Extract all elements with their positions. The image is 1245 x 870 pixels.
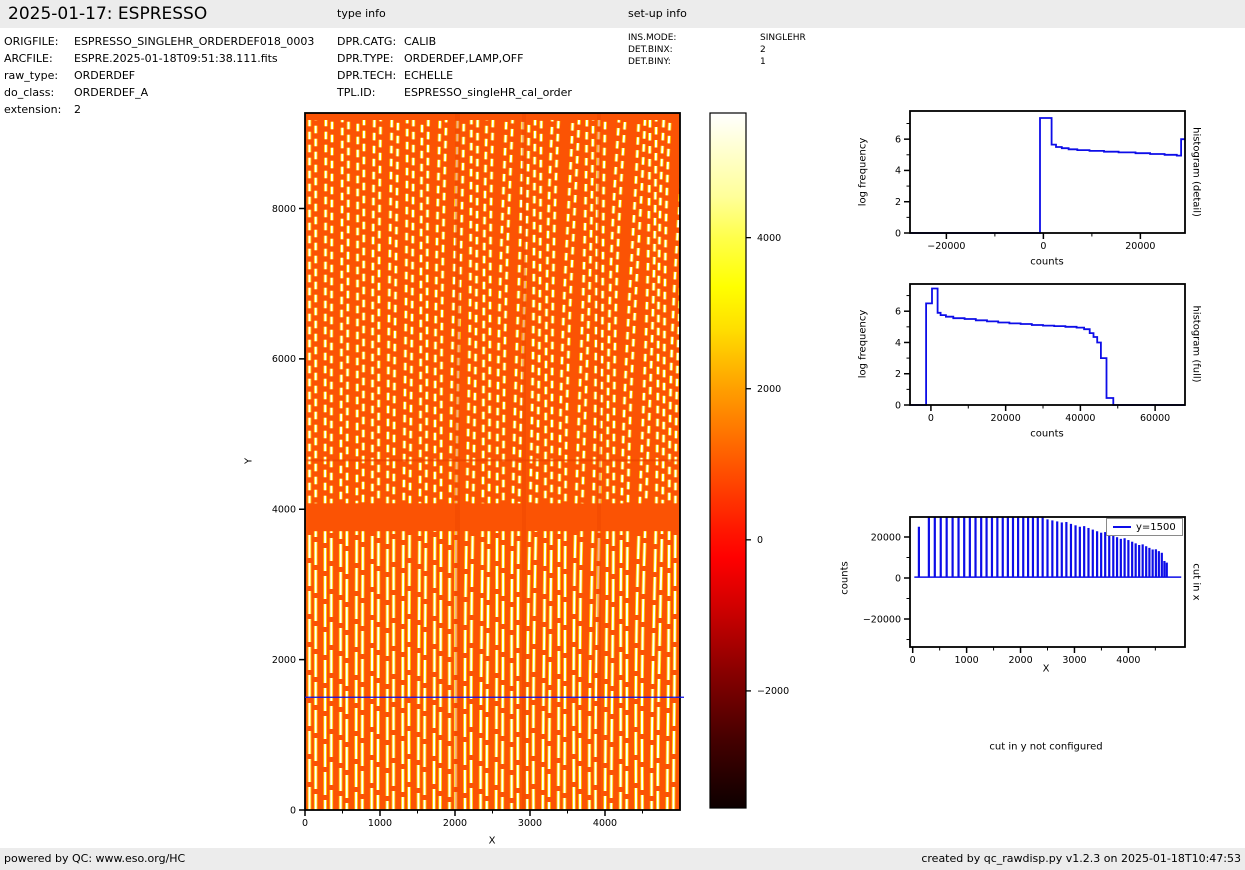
svg-text:6: 6 xyxy=(895,134,901,145)
svg-text:−20000: −20000 xyxy=(927,241,965,252)
svg-text:2000: 2000 xyxy=(272,655,296,666)
svg-text:20000: 20000 xyxy=(991,413,1021,424)
header-bar xyxy=(0,0,1245,28)
detbiny-label: DET.BINY: xyxy=(628,57,671,67)
detbiny-value: 1 xyxy=(760,57,766,67)
svg-text:−2000: −2000 xyxy=(757,686,789,697)
histogram-detail-right-label: histogram (detail) xyxy=(1190,127,1202,217)
histogram-full-right-label: histogram (full) xyxy=(1190,305,1202,383)
svg-text:4000: 4000 xyxy=(272,505,296,516)
svg-text:3000: 3000 xyxy=(518,818,542,829)
svg-text:0: 0 xyxy=(302,818,308,829)
svg-text:4: 4 xyxy=(895,338,901,349)
rawtype-label: raw_type: xyxy=(4,69,59,82)
histogram-detail-ylabel: log frequency xyxy=(857,137,869,207)
cut-in-y-message: cut in y not configured xyxy=(989,741,1103,753)
svg-text:60000: 60000 xyxy=(1140,413,1170,424)
dprtech-label: DPR.TECH: xyxy=(337,69,397,82)
dprtech-value: ECHELLE xyxy=(404,69,454,82)
origfile-value: ESPRESSO_SINGLEHR_ORDERDEF018_0003 xyxy=(74,35,315,48)
cut-in-x-right-label: cut in x xyxy=(1190,563,1202,601)
tplid-label: TPL.ID: xyxy=(337,86,376,99)
arcfile-label: ARCFILE: xyxy=(4,52,53,65)
svg-text:6000: 6000 xyxy=(272,354,296,365)
doclass-value: ORDERDEF_A xyxy=(74,86,149,99)
dprtype-label: DPR.TYPE: xyxy=(337,52,394,65)
dprcatg-value: CALIB xyxy=(404,35,437,48)
svg-text:0: 0 xyxy=(928,413,934,424)
cut-in-x-xlabel: X xyxy=(1042,663,1050,675)
detbinx-label: DET.BINX: xyxy=(628,45,673,55)
origfile-label: ORIGFILE: xyxy=(4,35,59,48)
svg-text:2000: 2000 xyxy=(443,818,467,829)
heatmap-ylabel: Y xyxy=(243,457,255,465)
svg-text:4: 4 xyxy=(895,166,901,177)
legend-label: y=1500 xyxy=(1136,521,1176,533)
histogram-detail-xlabel: counts xyxy=(1030,256,1064,268)
dprcatg-label: DPR.CATG: xyxy=(337,35,397,48)
legend-line-sample xyxy=(1113,526,1131,528)
svg-text:1000: 1000 xyxy=(955,655,979,666)
svg-text:20000: 20000 xyxy=(871,532,901,543)
svg-text:4000: 4000 xyxy=(757,233,781,244)
svg-text:20000: 20000 xyxy=(1125,241,1155,252)
extension-label: extension: xyxy=(4,103,62,116)
svg-text:−20000: −20000 xyxy=(863,614,901,625)
detbinx-value: 2 xyxy=(760,45,766,55)
extension-value: 2 xyxy=(74,103,81,116)
section-header-setup-info: set-up info xyxy=(628,7,687,20)
cut-in-x-legend: y=1500 xyxy=(1106,518,1183,536)
svg-text:0: 0 xyxy=(1040,241,1046,252)
tplid-value: ESPRESSO_singleHR_cal_order xyxy=(404,86,572,99)
svg-text:2000: 2000 xyxy=(1008,655,1032,666)
svg-text:0: 0 xyxy=(910,655,916,666)
svg-text:3000: 3000 xyxy=(1062,655,1086,666)
dprtype-value: ORDERDEF,LAMP,OFF xyxy=(404,52,524,65)
insmode-label: INS.MODE: xyxy=(628,33,677,43)
svg-text:0: 0 xyxy=(895,573,901,584)
histogram-full-ylabel: log frequency xyxy=(857,309,869,379)
svg-text:0: 0 xyxy=(895,400,901,411)
footer-right-text: created by qc_rawdisp.py v1.2.3 on 2025-… xyxy=(921,852,1241,865)
heatmap-xlabel: X xyxy=(488,835,496,847)
svg-text:2: 2 xyxy=(895,197,901,208)
svg-text:4000: 4000 xyxy=(593,818,617,829)
svg-text:4000: 4000 xyxy=(1116,655,1140,666)
footer-left-text: powered by QC: www.eso.org/HC xyxy=(4,852,186,865)
svg-text:40000: 40000 xyxy=(1065,413,1095,424)
svg-text:0: 0 xyxy=(290,805,296,816)
insmode-value: SINGLEHR xyxy=(760,33,806,43)
rawtype-value: ORDERDEF xyxy=(74,69,136,82)
page-title: 2025-01-17: ESPRESSO xyxy=(8,4,208,24)
svg-text:6: 6 xyxy=(895,307,901,318)
svg-text:2000: 2000 xyxy=(757,384,781,395)
arcfile-value: ESPRE.2025-01-18T09:51:38.111.fits xyxy=(74,52,278,65)
section-header-type-info: type info xyxy=(337,7,386,20)
svg-text:2: 2 xyxy=(895,369,901,380)
cut-in-x-ylabel: counts xyxy=(839,561,851,595)
histogram-full-xlabel: counts xyxy=(1030,428,1064,440)
doclass-label: do_class: xyxy=(4,86,55,99)
footer-bar xyxy=(0,848,1245,870)
svg-text:8000: 8000 xyxy=(272,204,296,215)
svg-text:1000: 1000 xyxy=(368,818,392,829)
svg-text:0: 0 xyxy=(757,535,763,546)
svg-text:0: 0 xyxy=(895,228,901,239)
